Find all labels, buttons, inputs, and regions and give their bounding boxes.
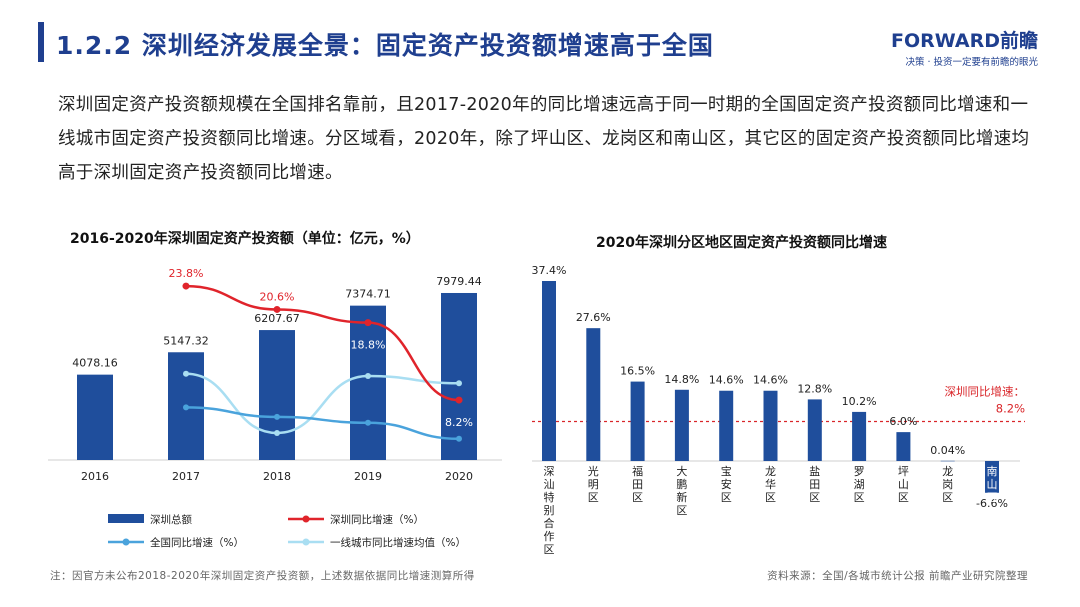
right-chart-title: 2020年深圳分区地区固定资产投资额同比增速 — [596, 235, 887, 251]
district-value-label: 6.0% — [889, 415, 917, 428]
bar-value-label: 6207.67 — [254, 312, 300, 325]
left-chart-title: 2016-2020年深圳固定资产投资额（单位：亿元，%） — [70, 231, 420, 247]
national-growth-line-point — [274, 413, 280, 420]
district-label: 罗湖区 — [854, 465, 865, 504]
district-value-label: 16.5% — [620, 365, 655, 378]
district-bar — [763, 390, 778, 461]
national-growth-line — [185, 406, 460, 441]
bar-total — [259, 330, 295, 460]
page-title: 1.2.2 深圳经济发展全景：固定资产投资额增速高于全国 — [56, 31, 714, 60]
district-label: 福田区 — [632, 464, 643, 504]
district-bar — [940, 460, 955, 462]
bar-value-label: 7979.44 — [436, 275, 482, 288]
x-tick-label: 2018 — [263, 470, 291, 483]
district-value-label: 27.6% — [576, 311, 611, 324]
district-label: 龙岗区 — [942, 465, 953, 504]
bar-total — [441, 292, 477, 460]
district-bar — [852, 411, 867, 461]
logo-slogan: 决策 · 投资一定要有前瞻的眼光 — [905, 57, 1038, 68]
district-value-label: 0.04% — [930, 444, 965, 457]
district-growth-chart: 深圳同比增速： 8.2% 37.4% 深汕特别合作区 27.6% 光明区 16.5% 福田区 1… — [532, 264, 1026, 556]
district-label: 南山区 — [987, 465, 998, 504]
investment-combo-chart: 4078.16 2016 5147.32 2017 6207.67 2018 7374.71… — [48, 267, 502, 549]
legend-national-growth: 全国同比增速（%） — [150, 536, 244, 549]
growth-value-label: 8.2% — [445, 416, 473, 429]
shenzhen-growth-line — [185, 284, 460, 402]
tier1-growth-line-point — [456, 380, 462, 387]
reference-line-value: 8.2% — [996, 402, 1025, 416]
district-label: 宝安区 — [721, 464, 732, 504]
district-value-label: 14.8% — [664, 373, 699, 386]
legend-shenzhen-growth: 深圳同比增速（%） — [330, 513, 424, 526]
x-tick-label: 2020 — [445, 470, 473, 483]
intro-paragraph: 深圳固定资产投资额规模在全国排名靠前，且2017-2020年的同比增速远高于同一… — [58, 95, 1030, 183]
district-bar — [542, 281, 556, 461]
legend-total-swatch — [108, 514, 144, 523]
national-growth-line-point — [456, 435, 462, 442]
district-bar — [985, 461, 999, 493]
district-value-label: 37.4% — [532, 264, 567, 277]
district-label: 光明区 — [588, 464, 599, 504]
national-growth-line-point — [183, 404, 189, 411]
district-value-label: 14.6% — [709, 374, 744, 387]
growth-value-label: 18.8% — [351, 339, 386, 352]
tier1-growth-line-point — [183, 370, 189, 377]
legend-tier1-growth: 一线城市同比增速均值（%） — [330, 536, 466, 549]
district-bar — [674, 389, 689, 461]
district-label: 盐田区 — [809, 465, 820, 504]
bar-total — [77, 374, 113, 460]
bar-value-label: 5147.32 — [163, 334, 209, 347]
district-bar — [807, 399, 822, 461]
district-value-label: 10.2% — [842, 395, 877, 408]
legend-total: 深圳总额 — [150, 513, 192, 526]
reference-line-label: 深圳同比增速： — [945, 385, 1026, 399]
district-bar — [586, 328, 601, 461]
brand-logo: FORWARD前瞻 决策 · 投资一定要有前瞻的眼光 — [891, 26, 1038, 68]
district-label: 坪山区 — [898, 465, 909, 504]
shenzhen-growth-line-point — [182, 282, 190, 290]
shenzhen-growth-line-point — [273, 305, 281, 313]
logo-text: FORWARD前瞻 — [891, 30, 1038, 52]
growth-value-label: 23.8% — [169, 267, 204, 280]
shenzhen-growth-line-point — [455, 396, 463, 404]
bar-total — [350, 305, 386, 460]
x-tick-label: 2016 — [81, 470, 109, 483]
bar-value-label: 7374.71 — [345, 288, 391, 301]
footnote-note: 注：因官方未公布2018-2020年深圳固定资产投资额，上述数据依据同比增速测算… — [50, 570, 475, 582]
district-value-label: 14.6% — [753, 374, 788, 387]
bar-value-label: 4078.16 — [72, 357, 118, 370]
district-bar — [630, 381, 645, 461]
district-value-label: -6.6% — [976, 497, 1008, 510]
national-growth-line-point — [365, 419, 371, 426]
tier1-growth-line — [185, 372, 460, 435]
growth-value-label: 20.6% — [260, 290, 295, 303]
district-bar — [896, 432, 911, 461]
district-bar — [719, 390, 734, 461]
tier1-growth-line-point — [365, 372, 371, 379]
footnote-source: 资料来源：全国/各城市统计公报 前瞻产业研究院整理 — [767, 570, 1028, 582]
district-label: 深汕特别合作区 — [544, 465, 555, 556]
tier1-growth-line-point — [274, 429, 280, 436]
title-accent-bar — [38, 22, 44, 62]
district-label: 大鹏新区 — [676, 464, 687, 517]
shenzhen-growth-line-point — [364, 319, 372, 327]
x-tick-label: 2017 — [172, 470, 200, 483]
x-tick-label: 2019 — [354, 470, 382, 483]
district-label: 龙华区 — [765, 465, 776, 504]
district-value-label: 12.8% — [797, 382, 832, 395]
